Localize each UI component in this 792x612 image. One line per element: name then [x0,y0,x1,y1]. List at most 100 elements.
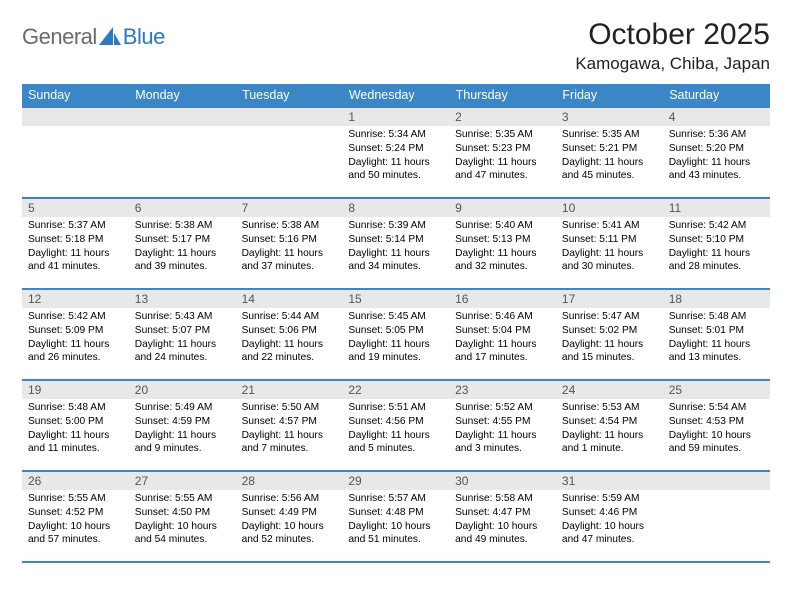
sunset-text: Sunset: 5:07 PM [135,324,230,338]
sunset-text: Sunset: 5:21 PM [562,142,657,156]
day-number: 27 [129,472,236,490]
daylight-text: Daylight: 10 hours and 52 minutes. [242,520,337,548]
day-number: 3 [556,108,663,126]
sunset-text: Sunset: 5:14 PM [348,233,443,247]
daylight-text: Daylight: 11 hours and 32 minutes. [455,247,550,275]
day-number: 9 [449,199,556,217]
calendar-cell: 14Sunrise: 5:44 AMSunset: 5:06 PMDayligh… [236,289,343,380]
calendar-cell [663,471,770,562]
calendar-cell: 7Sunrise: 5:38 AMSunset: 5:16 PMDaylight… [236,198,343,289]
day-details: Sunrise: 5:46 AMSunset: 5:04 PMDaylight:… [449,308,556,369]
calendar-cell: 16Sunrise: 5:46 AMSunset: 5:04 PMDayligh… [449,289,556,380]
day-number: 17 [556,290,663,308]
calendar-cell: 1Sunrise: 5:34 AMSunset: 5:24 PMDaylight… [342,107,449,198]
sunrise-text: Sunrise: 5:42 AM [669,219,764,233]
daylight-text: Daylight: 11 hours and 47 minutes. [455,156,550,184]
day-details: Sunrise: 5:40 AMSunset: 5:13 PMDaylight:… [449,217,556,278]
day-number: 19 [22,381,129,399]
day-details: Sunrise: 5:39 AMSunset: 5:14 PMDaylight:… [342,217,449,278]
calendar-cell [236,107,343,198]
daylight-text: Daylight: 11 hours and 5 minutes. [348,429,443,457]
day-details: Sunrise: 5:50 AMSunset: 4:57 PMDaylight:… [236,399,343,460]
day-details: Sunrise: 5:54 AMSunset: 4:53 PMDaylight:… [663,399,770,460]
day-number [663,472,770,490]
day-details: Sunrise: 5:35 AMSunset: 5:21 PMDaylight:… [556,126,663,187]
daylight-text: Daylight: 11 hours and 28 minutes. [669,247,764,275]
daylight-text: Daylight: 10 hours and 54 minutes. [135,520,230,548]
day-number: 4 [663,108,770,126]
sunrise-text: Sunrise: 5:45 AM [348,310,443,324]
day-number: 31 [556,472,663,490]
sunset-text: Sunset: 4:47 PM [455,506,550,520]
weekday-header: Monday [129,84,236,107]
daylight-text: Daylight: 11 hours and 22 minutes. [242,338,337,366]
calendar-week-row: 1Sunrise: 5:34 AMSunset: 5:24 PMDaylight… [22,107,770,198]
calendar-cell: 21Sunrise: 5:50 AMSunset: 4:57 PMDayligh… [236,380,343,471]
day-details: Sunrise: 5:37 AMSunset: 5:18 PMDaylight:… [22,217,129,278]
day-number: 2 [449,108,556,126]
header: General Blue October 2025 Kamogawa, Chib… [22,18,770,80]
sunrise-text: Sunrise: 5:35 AM [455,128,550,142]
calendar-cell: 27Sunrise: 5:55 AMSunset: 4:50 PMDayligh… [129,471,236,562]
day-number: 24 [556,381,663,399]
calendar-cell: 10Sunrise: 5:41 AMSunset: 5:11 PMDayligh… [556,198,663,289]
sunrise-text: Sunrise: 5:37 AM [28,219,123,233]
daylight-text: Daylight: 10 hours and 59 minutes. [669,429,764,457]
sunrise-text: Sunrise: 5:51 AM [348,401,443,415]
daylight-text: Daylight: 11 hours and 17 minutes. [455,338,550,366]
day-details: Sunrise: 5:44 AMSunset: 5:06 PMDaylight:… [236,308,343,369]
calendar-cell: 28Sunrise: 5:56 AMSunset: 4:49 PMDayligh… [236,471,343,562]
sunrise-text: Sunrise: 5:42 AM [28,310,123,324]
day-number: 15 [342,290,449,308]
sunrise-text: Sunrise: 5:56 AM [242,492,337,506]
sunrise-text: Sunrise: 5:39 AM [348,219,443,233]
calendar-cell: 4Sunrise: 5:36 AMSunset: 5:20 PMDaylight… [663,107,770,198]
calendar-cell: 25Sunrise: 5:54 AMSunset: 4:53 PMDayligh… [663,380,770,471]
sunset-text: Sunset: 5:16 PM [242,233,337,247]
day-details: Sunrise: 5:48 AMSunset: 5:01 PMDaylight:… [663,308,770,369]
daylight-text: Daylight: 11 hours and 43 minutes. [669,156,764,184]
sunrise-text: Sunrise: 5:44 AM [242,310,337,324]
day-details: Sunrise: 5:47 AMSunset: 5:02 PMDaylight:… [556,308,663,369]
calendar-cell: 19Sunrise: 5:48 AMSunset: 5:00 PMDayligh… [22,380,129,471]
logo-sail-icon [99,27,121,47]
daylight-text: Daylight: 11 hours and 13 minutes. [669,338,764,366]
weekday-header: Thursday [449,84,556,107]
day-details: Sunrise: 5:55 AMSunset: 4:50 PMDaylight:… [129,490,236,551]
calendar-week-row: 5Sunrise: 5:37 AMSunset: 5:18 PMDaylight… [22,198,770,289]
day-number: 11 [663,199,770,217]
sunset-text: Sunset: 5:11 PM [562,233,657,247]
sunrise-text: Sunrise: 5:38 AM [135,219,230,233]
sunset-text: Sunset: 5:01 PM [669,324,764,338]
calendar-cell: 22Sunrise: 5:51 AMSunset: 4:56 PMDayligh… [342,380,449,471]
calendar-page: General Blue October 2025 Kamogawa, Chib… [0,0,792,563]
daylight-text: Daylight: 11 hours and 34 minutes. [348,247,443,275]
sunset-text: Sunset: 5:09 PM [28,324,123,338]
calendar-week-row: 12Sunrise: 5:42 AMSunset: 5:09 PMDayligh… [22,289,770,380]
day-details: Sunrise: 5:59 AMSunset: 4:46 PMDaylight:… [556,490,663,551]
calendar-cell: 13Sunrise: 5:43 AMSunset: 5:07 PMDayligh… [129,289,236,380]
daylight-text: Daylight: 11 hours and 30 minutes. [562,247,657,275]
daylight-text: Daylight: 11 hours and 15 minutes. [562,338,657,366]
location: Kamogawa, Chiba, Japan [575,54,770,74]
day-number: 21 [236,381,343,399]
daylight-text: Daylight: 10 hours and 51 minutes. [348,520,443,548]
day-details: Sunrise: 5:48 AMSunset: 5:00 PMDaylight:… [22,399,129,460]
sunset-text: Sunset: 4:59 PM [135,415,230,429]
sunrise-text: Sunrise: 5:46 AM [455,310,550,324]
day-number: 30 [449,472,556,490]
daylight-text: Daylight: 10 hours and 49 minutes. [455,520,550,548]
sunset-text: Sunset: 4:55 PM [455,415,550,429]
day-details: Sunrise: 5:43 AMSunset: 5:07 PMDaylight:… [129,308,236,369]
weekday-header: Tuesday [236,84,343,107]
sunset-text: Sunset: 5:23 PM [455,142,550,156]
daylight-text: Daylight: 11 hours and 37 minutes. [242,247,337,275]
day-number: 20 [129,381,236,399]
daylight-text: Daylight: 11 hours and 50 minutes. [348,156,443,184]
sunrise-text: Sunrise: 5:49 AM [135,401,230,415]
calendar-cell: 17Sunrise: 5:47 AMSunset: 5:02 PMDayligh… [556,289,663,380]
sunset-text: Sunset: 5:17 PM [135,233,230,247]
day-details: Sunrise: 5:45 AMSunset: 5:05 PMDaylight:… [342,308,449,369]
sunset-text: Sunset: 4:49 PM [242,506,337,520]
day-number: 16 [449,290,556,308]
